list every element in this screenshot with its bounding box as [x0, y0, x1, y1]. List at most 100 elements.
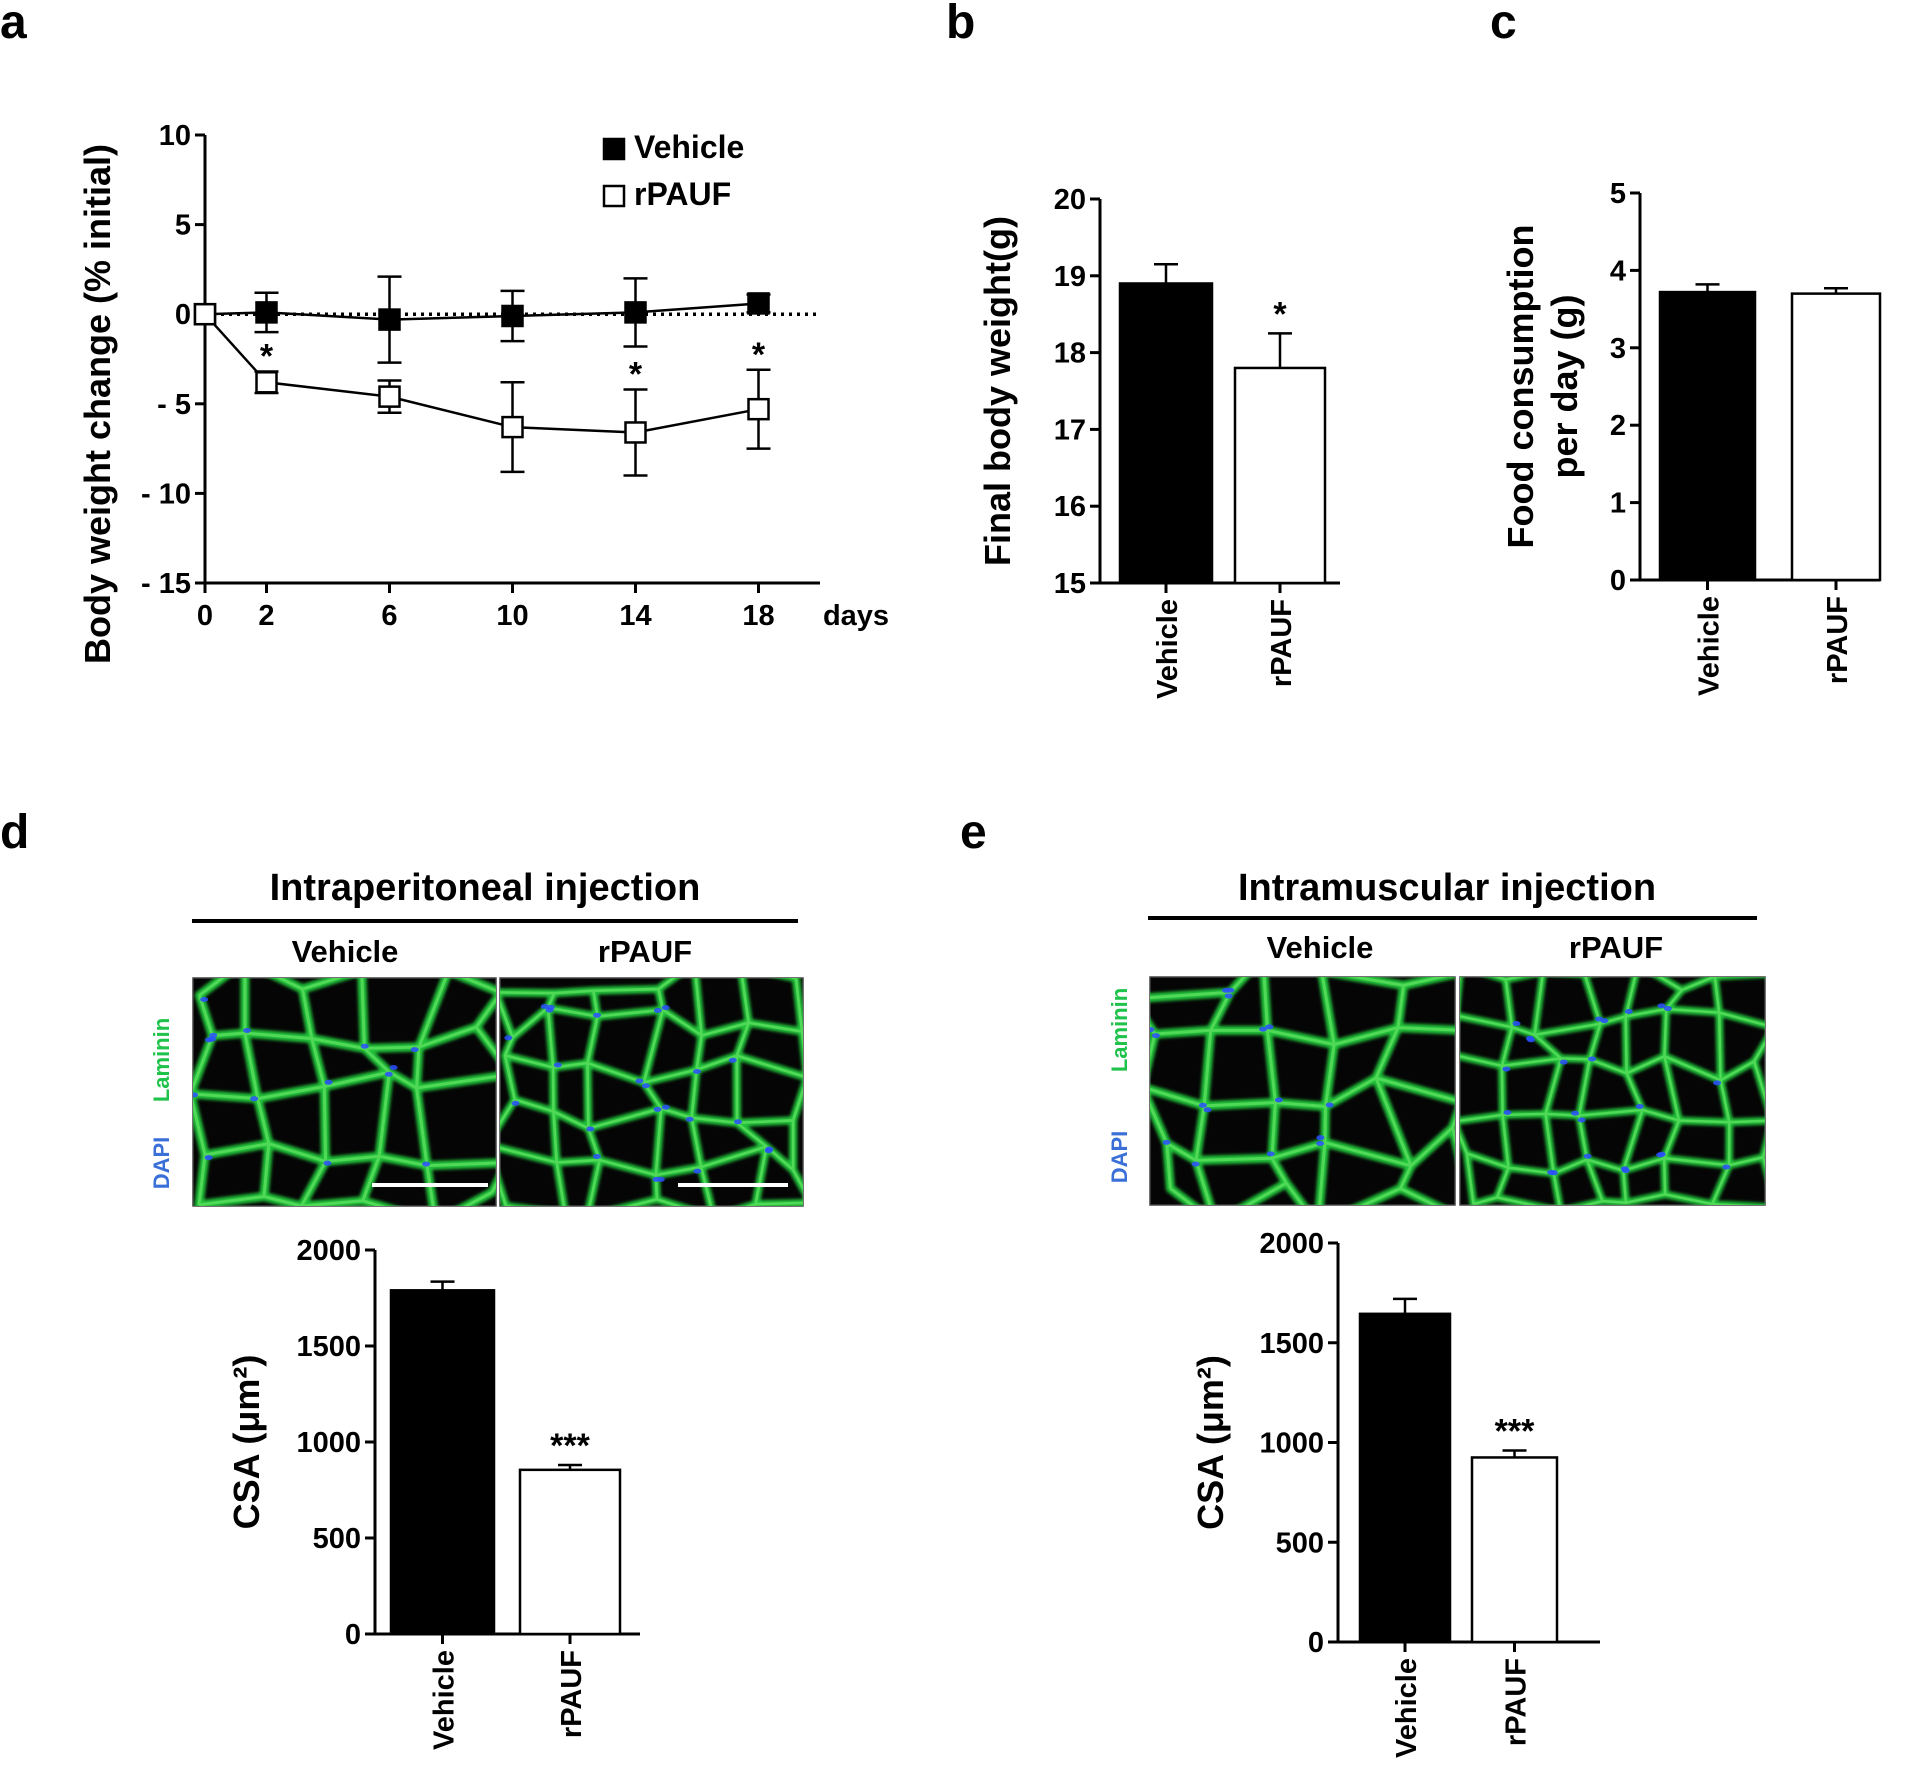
a-ytick-label: 0 — [175, 299, 191, 331]
a-ytick-label: 5 — [175, 210, 191, 242]
panel-e-title: Intramuscular injection — [1238, 867, 1656, 909]
a-significance-star: * — [629, 355, 643, 393]
a-xtick-label: 2 — [258, 600, 274, 632]
e-ytick-label: 1500 — [1259, 1328, 1324, 1360]
panel-b-label: b — [946, 0, 975, 49]
micro-e2-dapi-nucleus — [1707, 970, 1715, 975]
micro-e2-dapi-nucleus — [1577, 1117, 1586, 1123]
micro-e1-dapi-nucleus — [1150, 1027, 1155, 1033]
micro-d1-dapi-nucleus — [389, 1065, 398, 1071]
panel-e-laminin-label: Laminin — [1107, 988, 1132, 1072]
micro-e1-dapi-nucleus — [1191, 1161, 1200, 1167]
d-bar-vehicle — [389, 1289, 496, 1636]
c-category-label-vehicle: Vehicle — [1694, 596, 1726, 696]
c-bar-vehicle — [1658, 290, 1757, 582]
d-ytick-label: 1000 — [296, 1427, 361, 1459]
micro-e2-dapi-nucleus — [1588, 1056, 1597, 1062]
micro-e1-dapi-nucleus — [1266, 1151, 1275, 1157]
micro-d2-dapi-nucleus — [546, 1004, 555, 1010]
a-line-rpauf — [204, 313, 759, 434]
b-ytick-label: 18 — [1054, 338, 1086, 370]
b-bar-vehicle — [1118, 282, 1214, 585]
micro-d1-dapi-nucleus — [384, 1071, 393, 1077]
c-y-axis-label: Food consumption — [1500, 225, 1541, 549]
d-category-label-vehicle: Vehicle — [429, 1650, 461, 1750]
micro-e1-dapi-nucleus — [1265, 1024, 1274, 1030]
panel-a-label: a — [0, 0, 27, 49]
micrograph-e-rpauf — [1459, 965, 1766, 1206]
panel-d-dapi-label: DAPI — [149, 1137, 174, 1190]
a-legend-label-rpauf: rPAUF — [634, 176, 731, 212]
micro-d1-dapi-nucleus — [410, 1047, 419, 1053]
micro-e1-dapi-nucleus — [1224, 993, 1233, 999]
a-legend-marker-vehicle — [602, 137, 626, 161]
c-category-label-rpauf: rPAUF — [1822, 596, 1854, 684]
chart-e-csa-intramuscular: 2000 1500 1000 500 0 CSA (μm²) Vehicle *** rPAUF — [1190, 1228, 1600, 1758]
micro-e1-dapi-nucleus — [1198, 1102, 1207, 1108]
a-ytick-label: - 15 — [141, 568, 191, 600]
micro-d1-dapi-nucleus — [200, 996, 209, 1002]
micro-e1-dapi-nucleus — [1316, 1141, 1325, 1147]
c-ytick-label: 2 — [1610, 410, 1626, 442]
a-xtick-label: 18 — [742, 600, 774, 632]
micro-d1-dapi-nucleus — [209, 1032, 218, 1038]
micro-e1-dapi-nucleus — [1259, 1026, 1268, 1032]
micro-d1-dapi-nucleus — [204, 1155, 213, 1161]
micro-d2-dapi-nucleus — [653, 1106, 662, 1112]
micro-e2-dapi-nucleus — [1503, 1109, 1512, 1115]
micro-e2-dapi-nucleus — [1635, 1103, 1644, 1109]
a-legend-label-vehicle: Vehicle — [634, 129, 744, 165]
panel-e-col-rpauf: rPAUF — [1569, 930, 1663, 965]
chart-d-csa-intraperitoneal: 2000 1500 1000 500 0 CSA (μm²) Vehicle *** rPAUF — [226, 1235, 640, 1750]
micro-d2-dapi-nucleus — [586, 1126, 595, 1132]
micro-d1-dapi-nucleus — [242, 963, 250, 968]
micro-d1-dapi-nucleus — [422, 1161, 431, 1167]
micro-d2-dapi-nucleus — [685, 1116, 694, 1122]
b-ytick-label: 17 — [1054, 414, 1086, 446]
micro-e2-dapi-nucleus — [1632, 965, 1640, 970]
d-y-axis-label: CSA (μm²) — [226, 1355, 267, 1530]
c-bar-rpauf — [1790, 292, 1882, 582]
micro-d1-dapi-nucleus — [193, 1092, 198, 1098]
micro-e1-dapi-nucleus — [1325, 1102, 1334, 1108]
a-xtick-label: 6 — [381, 600, 397, 632]
e-category-label-rpauf: rPAUF — [1501, 1658, 1533, 1746]
micro-e2-dapi-nucleus — [1502, 1066, 1511, 1072]
micrograph-d-rpauf — [499, 977, 804, 1207]
a-point-rpauf — [378, 385, 401, 408]
micro-e1-dapi-nucleus — [1203, 1107, 1212, 1113]
panel-d-title: Intraperitoneal injection — [270, 867, 701, 909]
e-category-label-vehicle: Vehicle — [1391, 1658, 1423, 1758]
micro-d1-dapi-nucleus — [250, 1096, 259, 1102]
micro-d2-dapi-nucleus — [653, 1007, 662, 1013]
panel-d-col-vehicle: Vehicle — [292, 934, 399, 969]
a-ytick-label: - 10 — [141, 478, 191, 510]
micro-e2-dapi-nucleus — [1583, 1153, 1592, 1159]
micro-e2-dapi-nucleus — [1630, 965, 1638, 970]
micro-e2-laminin-highlight — [1460, 977, 1765, 1205]
panel-d-label: d — [0, 806, 29, 859]
b-ytick-label: 20 — [1054, 184, 1086, 216]
panel-e-col-vehicle: Vehicle — [1267, 930, 1374, 965]
e-ytick-label: 500 — [1276, 1527, 1324, 1559]
c-y-axis-label: per day (g) — [1544, 294, 1585, 478]
a-x-axis-label: days — [823, 600, 889, 632]
micro-d2-dapi-nucleus — [733, 1119, 742, 1125]
d-category-label-rpauf: rPAUF — [556, 1650, 588, 1738]
panel-c-label: c — [1490, 0, 1517, 49]
a-point-vehicle — [255, 301, 278, 324]
micro-d1-background — [192, 977, 497, 1207]
b-category-label-rpauf: rPAUF — [1266, 599, 1298, 687]
d-ytick-label: 500 — [313, 1523, 361, 1555]
micro-e2-dapi-nucleus — [1549, 1170, 1558, 1176]
micro-d1-dapi-nucleus — [360, 1043, 369, 1049]
a-point-rpauf — [501, 415, 524, 439]
b-significance-star: * — [1273, 295, 1287, 333]
d-bar-rpauf — [518, 1468, 622, 1636]
micro-d1-dapi-nucleus — [193, 1096, 194, 1098]
a-point-vehicle — [747, 292, 770, 315]
a-point-vehicle — [624, 301, 647, 324]
micrograph-d-vehicle — [192, 963, 497, 1207]
micro-d1-dapi-nucleus — [323, 1160, 332, 1166]
